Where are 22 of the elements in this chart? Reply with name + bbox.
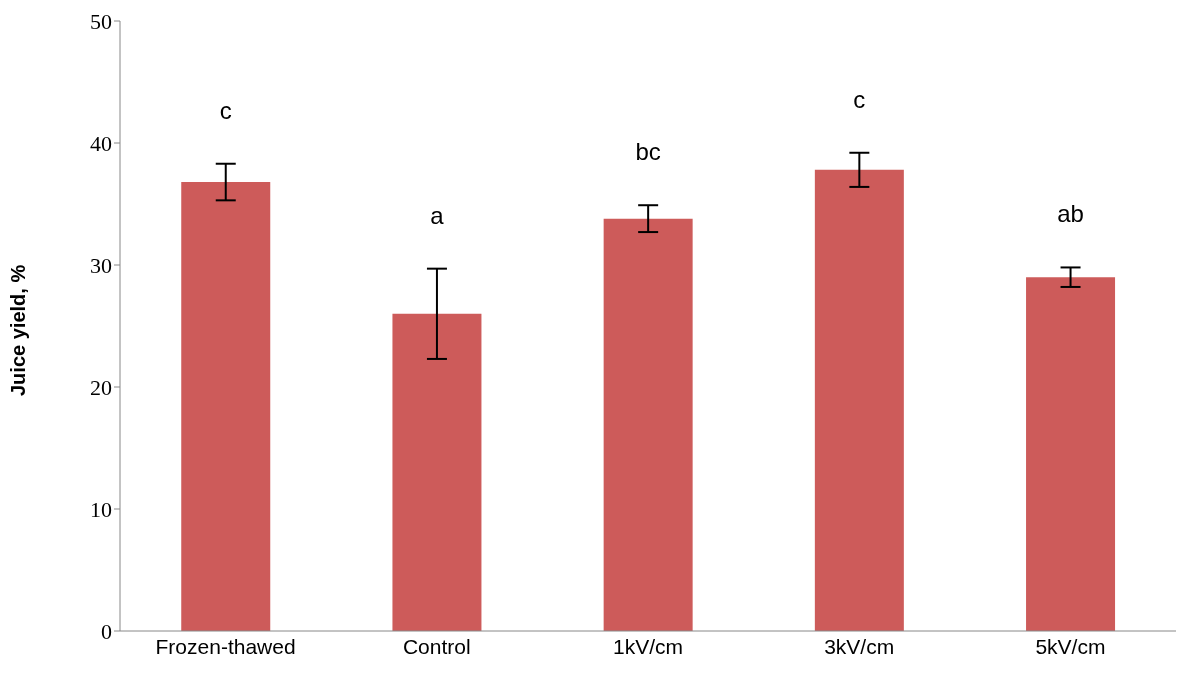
y-axis-title: Juice yield, % xyxy=(7,264,30,396)
x-tick-label: 3kV/cm xyxy=(824,634,895,658)
annotation: c xyxy=(219,96,232,124)
y-tick-label: 20 xyxy=(90,374,112,400)
y-tick-label: 30 xyxy=(90,252,112,278)
annotation: bc xyxy=(635,138,661,166)
annotation: c xyxy=(853,85,866,113)
bar xyxy=(181,182,271,631)
x-tick-label: Control xyxy=(402,634,471,658)
x-tick-label: 1kV/cm xyxy=(612,634,684,658)
y-tick-label: 50 xyxy=(90,8,112,34)
bar xyxy=(1026,277,1116,631)
bar xyxy=(814,169,904,631)
bar xyxy=(603,218,693,631)
y-tick-label: 40 xyxy=(90,130,112,156)
annotation: a xyxy=(430,201,445,229)
annotation: ab xyxy=(1057,200,1084,228)
x-tick-label: Frozen-thawed xyxy=(155,634,296,658)
bar xyxy=(392,313,482,631)
y-tick-label: 10 xyxy=(90,496,112,522)
x-tick-label: 5kV/cm xyxy=(1035,634,1106,658)
y-tick-label: 0 xyxy=(101,618,112,644)
